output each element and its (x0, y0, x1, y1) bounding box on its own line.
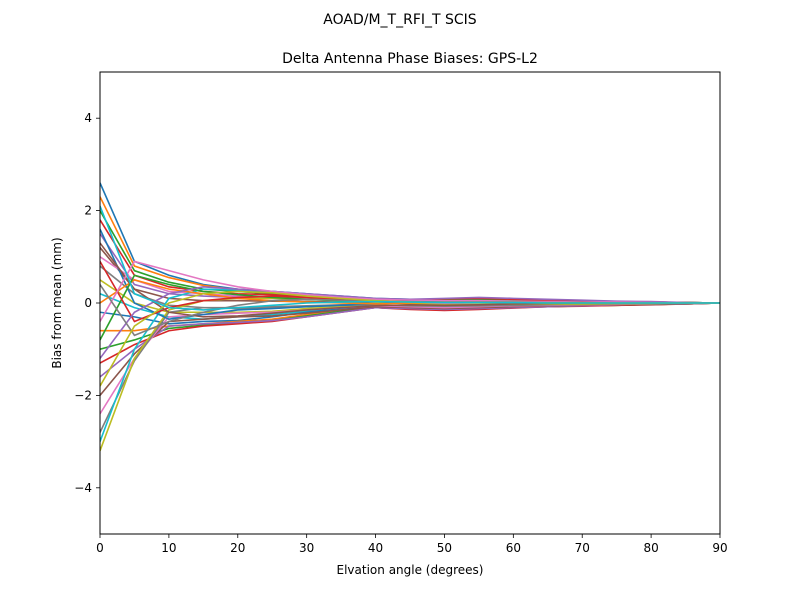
y-tick-label: −4 (74, 481, 92, 495)
y-tick-label: 2 (84, 204, 92, 218)
figure-suptitle: AOAD/M_T_RFI_T SCIS (323, 12, 477, 28)
y-tick-label: 4 (84, 111, 92, 125)
y-axis-label: Bias from mean (mm) (50, 237, 64, 368)
y-tick-label: −2 (74, 388, 92, 402)
x-tick-label: 0 (96, 541, 104, 555)
x-tick-label: 30 (299, 541, 314, 555)
x-axis-ticks: 0 10 20 30 40 50 60 70 80 90 (96, 534, 728, 555)
series-line (100, 260, 720, 322)
y-axis-ticks: −4 −2 0 2 4 (74, 111, 100, 495)
x-tick-label: 50 (437, 541, 452, 555)
x-tick-label: 40 (368, 541, 383, 555)
x-tick-label: 20 (230, 541, 245, 555)
series-line (100, 286, 720, 359)
x-tick-label: 70 (575, 541, 590, 555)
chart-title: Delta Antenna Phase Biases: GPS-L2 (282, 51, 538, 67)
series-lines (100, 182, 720, 452)
x-tick-label: 90 (712, 541, 727, 555)
x-tick-label: 10 (161, 541, 176, 555)
x-tick-label: 60 (506, 541, 521, 555)
plot-area (99, 71, 721, 535)
x-tick-label: 80 (643, 541, 658, 555)
y-tick-label: 0 (84, 296, 92, 310)
series-line (100, 205, 720, 311)
x-axis-label: Elvation angle (degrees) (337, 563, 484, 577)
